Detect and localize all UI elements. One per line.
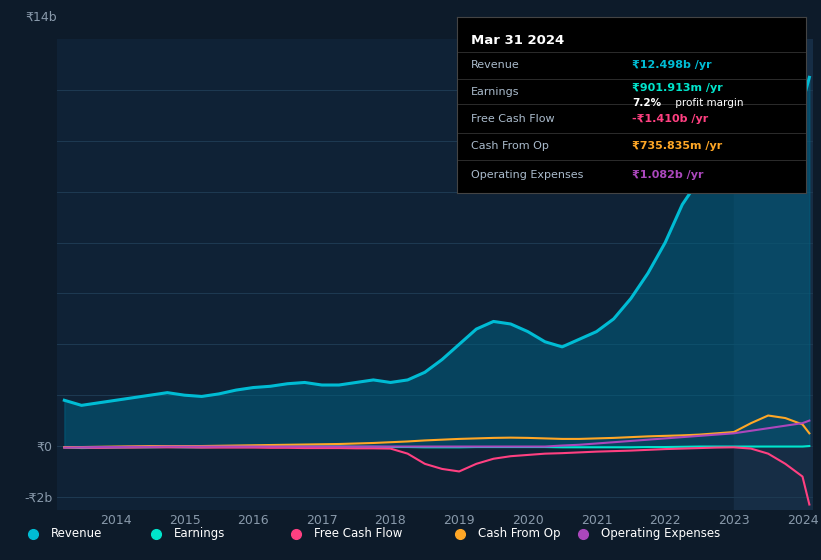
Text: ₹735.835m /yr: ₹735.835m /yr (632, 142, 722, 151)
Text: Free Cash Flow: Free Cash Flow (471, 114, 555, 124)
Text: 7.2%: 7.2% (632, 98, 661, 108)
Text: Cash From Op: Cash From Op (478, 528, 560, 540)
Text: Free Cash Flow: Free Cash Flow (314, 528, 402, 540)
Text: ₹1.082b /yr: ₹1.082b /yr (632, 170, 704, 180)
Text: Mar 31 2024: Mar 31 2024 (471, 35, 565, 48)
Text: profit margin: profit margin (672, 98, 743, 108)
Text: Operating Expenses: Operating Expenses (601, 528, 720, 540)
Text: -₹1.410b /yr: -₹1.410b /yr (632, 114, 708, 124)
Text: Cash From Op: Cash From Op (471, 142, 549, 151)
Text: Operating Expenses: Operating Expenses (471, 170, 584, 180)
Text: Revenue: Revenue (51, 528, 103, 540)
Text: Earnings: Earnings (174, 528, 226, 540)
Text: ₹901.913m /yr: ₹901.913m /yr (632, 83, 722, 94)
Bar (734, 39, 821, 510)
Text: Earnings: Earnings (471, 87, 520, 97)
Text: ₹14b: ₹14b (25, 11, 57, 24)
Text: Revenue: Revenue (471, 60, 520, 71)
Text: ₹12.498b /yr: ₹12.498b /yr (632, 60, 711, 71)
